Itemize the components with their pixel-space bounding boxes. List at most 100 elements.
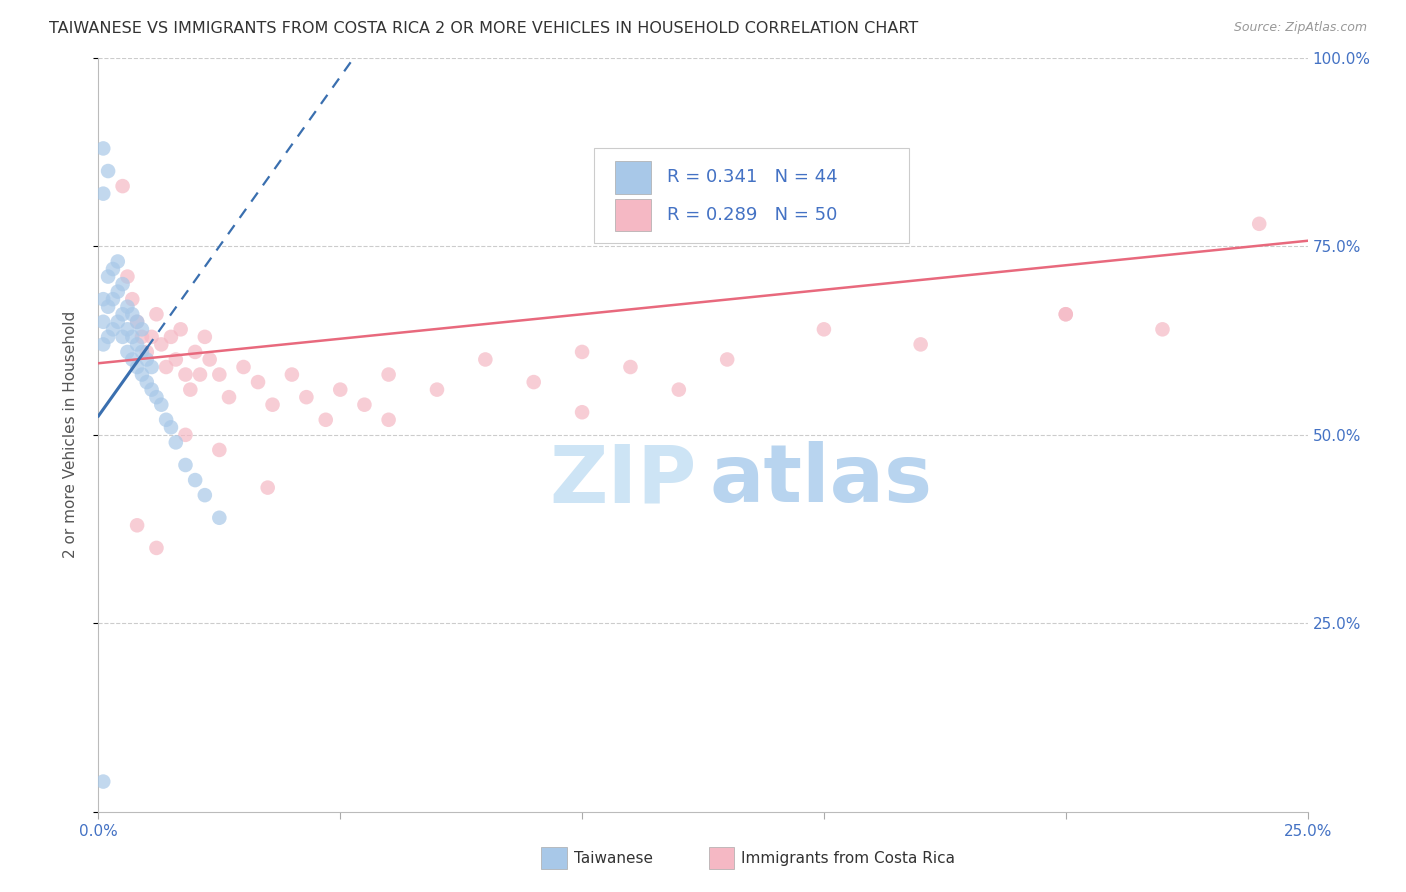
Text: R = 0.289   N = 50: R = 0.289 N = 50 bbox=[666, 206, 837, 224]
Point bbox=[1249, 217, 1271, 231]
Point bbox=[1054, 307, 1077, 321]
Point bbox=[135, 345, 157, 359]
Point bbox=[174, 427, 197, 442]
Point bbox=[571, 345, 593, 359]
Point bbox=[141, 359, 163, 374]
Point bbox=[353, 398, 375, 412]
Point bbox=[619, 359, 641, 374]
Point bbox=[97, 330, 120, 344]
Point bbox=[121, 352, 143, 367]
Point bbox=[194, 488, 217, 502]
Point bbox=[184, 473, 207, 487]
Point bbox=[426, 383, 449, 397]
Point bbox=[150, 337, 173, 351]
Point bbox=[232, 359, 254, 374]
Point bbox=[145, 541, 167, 555]
Point bbox=[188, 368, 211, 382]
Point bbox=[377, 413, 399, 427]
Point bbox=[165, 352, 187, 367]
Text: ZIP: ZIP bbox=[550, 441, 697, 519]
Point bbox=[91, 186, 114, 201]
Point bbox=[174, 368, 197, 382]
Point bbox=[165, 435, 187, 450]
Point bbox=[131, 330, 153, 344]
Point bbox=[127, 315, 149, 329]
Point bbox=[127, 359, 149, 374]
Point bbox=[131, 368, 153, 382]
Point bbox=[117, 269, 139, 284]
Point bbox=[668, 383, 690, 397]
FancyBboxPatch shape bbox=[595, 148, 908, 243]
Point bbox=[121, 292, 143, 306]
Point bbox=[474, 352, 496, 367]
Point bbox=[262, 398, 284, 412]
Point bbox=[97, 164, 120, 178]
Point bbox=[91, 141, 114, 155]
Point bbox=[111, 179, 134, 194]
Point bbox=[247, 375, 270, 389]
Point bbox=[97, 269, 120, 284]
Point bbox=[329, 383, 352, 397]
Point bbox=[281, 368, 304, 382]
Bar bbox=[614, 161, 651, 194]
Text: Immigrants from Costa Rica: Immigrants from Costa Rica bbox=[741, 851, 955, 865]
Point bbox=[169, 322, 191, 336]
Point bbox=[127, 518, 149, 533]
Point bbox=[127, 315, 149, 329]
Point bbox=[716, 352, 738, 367]
Point bbox=[910, 337, 932, 351]
Point bbox=[111, 277, 134, 291]
Point bbox=[101, 322, 124, 336]
Point bbox=[131, 345, 153, 359]
Point bbox=[141, 383, 163, 397]
Point bbox=[135, 375, 157, 389]
Point bbox=[160, 330, 183, 344]
Point bbox=[107, 254, 129, 268]
Point bbox=[117, 300, 139, 314]
Point bbox=[131, 322, 153, 336]
Point bbox=[145, 390, 167, 404]
Point bbox=[194, 330, 217, 344]
Point bbox=[1152, 322, 1174, 336]
Point bbox=[107, 285, 129, 299]
Point bbox=[117, 322, 139, 336]
Point bbox=[377, 368, 399, 382]
Text: R = 0.341   N = 44: R = 0.341 N = 44 bbox=[666, 168, 838, 186]
Point bbox=[121, 307, 143, 321]
Point bbox=[174, 458, 197, 472]
Point bbox=[184, 345, 207, 359]
Point bbox=[315, 413, 337, 427]
Point bbox=[101, 262, 124, 277]
Point bbox=[218, 390, 240, 404]
Point bbox=[813, 322, 835, 336]
Point bbox=[155, 413, 177, 427]
Text: Source: ZipAtlas.com: Source: ZipAtlas.com bbox=[1233, 21, 1367, 35]
Point bbox=[141, 330, 163, 344]
Text: atlas: atlas bbox=[709, 441, 932, 519]
Point bbox=[179, 383, 201, 397]
Point bbox=[117, 345, 139, 359]
Point bbox=[145, 307, 167, 321]
Y-axis label: 2 or more Vehicles in Household: 2 or more Vehicles in Household bbox=[63, 311, 77, 558]
Point bbox=[523, 375, 546, 389]
Point bbox=[208, 510, 231, 524]
Point bbox=[111, 330, 134, 344]
Point bbox=[256, 481, 278, 495]
Point bbox=[295, 390, 318, 404]
Point bbox=[155, 359, 177, 374]
Point bbox=[208, 368, 231, 382]
Point bbox=[571, 405, 593, 419]
Point bbox=[1054, 307, 1077, 321]
Text: Taiwanese: Taiwanese bbox=[574, 851, 652, 865]
Point bbox=[91, 774, 114, 789]
Point bbox=[208, 442, 231, 457]
Point bbox=[107, 315, 129, 329]
Point bbox=[127, 337, 149, 351]
Point bbox=[91, 337, 114, 351]
Point bbox=[160, 420, 183, 434]
Point bbox=[97, 300, 120, 314]
Point bbox=[111, 307, 134, 321]
Point bbox=[150, 398, 173, 412]
Point bbox=[91, 292, 114, 306]
Point bbox=[101, 292, 124, 306]
